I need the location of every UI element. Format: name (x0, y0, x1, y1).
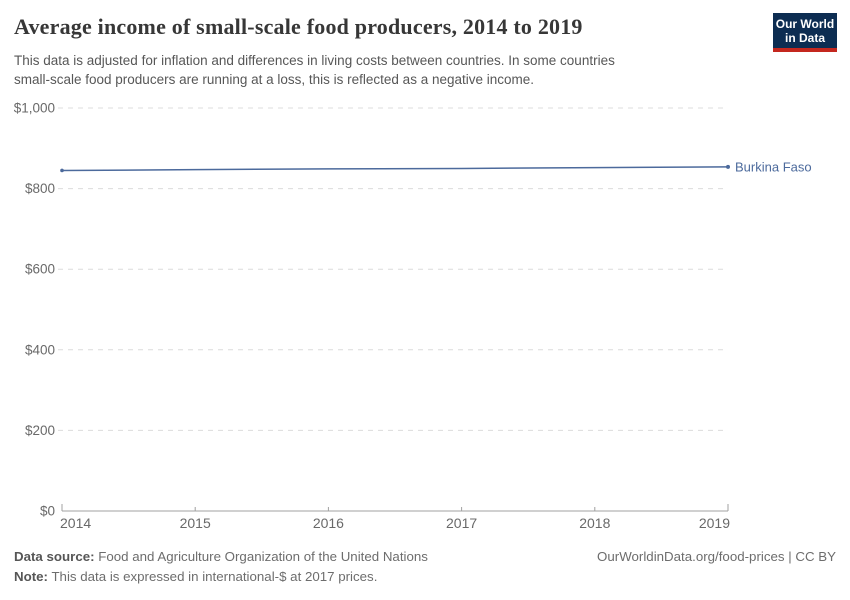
owid-logo: Our World in Data (773, 13, 837, 52)
owid-logo-line1: Our World (775, 17, 835, 31)
page-title: Average income of small-scale food produ… (14, 14, 583, 39)
data-source-line: Data source: Food and Agriculture Organi… (14, 547, 428, 567)
series-start-marker (60, 168, 64, 173)
y-tick-label: $600 (25, 262, 55, 277)
note-line: Note: This data is expressed in internat… (14, 567, 428, 587)
y-tick-label: $0 (40, 504, 55, 519)
note-label: Note: (14, 569, 48, 584)
series-end-marker (726, 164, 730, 169)
x-tick-label: 2014 (60, 515, 91, 531)
attribution-link[interactable]: OurWorldinData.org/food-prices | CC BY (597, 549, 836, 564)
note-text: This data is expressed in international-… (47, 569, 378, 584)
y-tick-label: $1,000 (14, 101, 55, 116)
x-tick-label: 2016 (313, 515, 344, 531)
data-source-text: Food and Agriculture Organization of the… (94, 549, 428, 564)
y-tick-label: $400 (25, 342, 55, 357)
y-tick-label: $800 (25, 181, 55, 196)
x-tick-label: 2018 (579, 515, 610, 531)
chart-footer: Data source: Food and Agriculture Organi… (14, 547, 836, 587)
y-tick-label: $200 (25, 423, 55, 438)
footer-left: Data source: Food and Agriculture Organi… (14, 547, 428, 587)
subtitle-line: This data is adjusted for inflation and … (14, 53, 615, 68)
series-line[interactable] (61, 166, 729, 172)
x-tick-label: 2015 (180, 515, 211, 531)
subtitle-line: small-scale food producers are running a… (14, 71, 535, 87)
chart-subtitle: This data is adjusted for inflation and … (14, 52, 615, 89)
x-tick-label: 2019 (699, 515, 730, 531)
series-label[interactable]: Burkina Faso (735, 159, 812, 174)
x-tick-label: 2017 (446, 515, 477, 531)
data-source-label: Data source: (14, 549, 95, 564)
owid-logo-line2: in Data (784, 31, 825, 45)
chart-canvas[interactable]: $0 $200 $400 $600 $800 $1,000 2014 2015 2016 2017… (0, 95, 850, 545)
